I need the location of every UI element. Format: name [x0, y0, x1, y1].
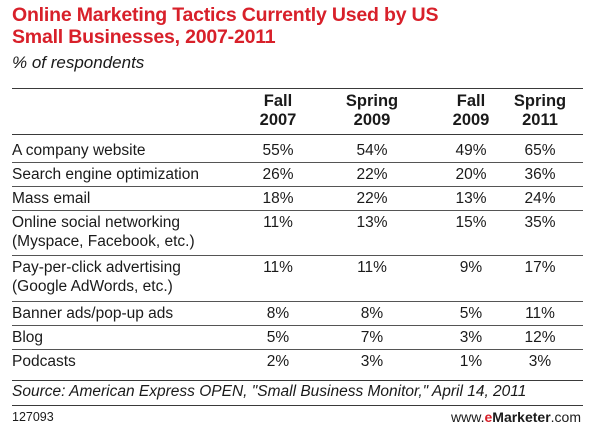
table-cell: 18% — [262, 190, 294, 207]
table-cell: 1% — [459, 353, 483, 370]
table-cell: 26% — [262, 166, 294, 183]
table-cell: 65% — [524, 142, 556, 159]
table-cell: 5% — [266, 329, 290, 346]
row-label: Mass email — [12, 189, 242, 208]
row-label: Pay-per-click advertising (Google AdWords… — [12, 258, 242, 296]
row-divider — [12, 210, 583, 211]
row-divider — [12, 301, 583, 302]
row-divider — [12, 349, 583, 350]
row-label-line: Podcasts — [12, 353, 76, 370]
row-label: Podcasts — [12, 352, 242, 371]
table-cell: 5% — [459, 305, 483, 322]
row-label-line: Pay-per-click advertising — [12, 259, 181, 276]
table-cell: 8% — [266, 305, 290, 322]
table-cell: 11% — [357, 259, 387, 276]
column-header-line-1: Spring — [345, 92, 399, 110]
table-cell: 20% — [455, 166, 487, 183]
column-header: Spring 2011 — [490, 92, 590, 130]
row-label: Banner ads/pop-up ads — [12, 304, 242, 323]
top-rule — [12, 88, 583, 89]
source-note: Source: American Express OPEN, "Small Bu… — [12, 383, 527, 400]
row-divider — [12, 325, 583, 326]
table-cell: 55% — [262, 142, 294, 159]
table-cell: 15% — [455, 214, 487, 231]
chart-title-line-2: Small Businesses, 2007-2011 — [12, 26, 276, 48]
table-cell: 11% — [525, 305, 555, 322]
chart-title: Online Marketing Tactics Currently Used … — [12, 4, 587, 48]
row-label-line: (Google AdWords, etc.) — [12, 278, 173, 295]
brand-suffix: .com — [550, 409, 581, 425]
row-label: Search engine optimization — [12, 165, 242, 184]
table-cell: 35% — [524, 214, 556, 231]
column-header: Spring 2009 — [322, 92, 422, 130]
row-label-line: Blog — [12, 329, 44, 346]
row-label: Online social networking (Myspace, Facebo… — [12, 213, 242, 251]
row-label-line: Banner ads/pop-up ads — [12, 305, 174, 322]
table-cell: 7% — [360, 329, 384, 346]
table-cell: 22% — [356, 190, 388, 207]
footer-rule — [12, 405, 583, 406]
column-header: Fall 2009 — [421, 92, 521, 130]
row-divider — [12, 255, 583, 256]
brand-link[interactable]: www.eMarketer.com — [451, 409, 581, 425]
table-cell: 54% — [356, 142, 388, 159]
chart-subtitle: % of respondents — [12, 53, 145, 72]
column-header-line-2: 2009 — [452, 111, 490, 129]
table-cell: 49% — [455, 142, 487, 159]
row-label: A company website — [12, 141, 242, 160]
row-divider — [12, 186, 583, 187]
table-cell: 11% — [263, 259, 293, 276]
row-label-line: A company website — [12, 142, 146, 159]
brand-e: e — [484, 409, 493, 425]
column-header-line-2: 2011 — [522, 111, 558, 129]
table-cell: 9% — [459, 259, 483, 276]
column-header-line-1: Fall — [456, 92, 486, 110]
row-label-line: Mass email — [12, 190, 91, 207]
table-cell: 22% — [356, 166, 388, 183]
column-header: Fall 2007 — [228, 92, 328, 130]
row-label: Blog — [12, 328, 242, 347]
brand-name: Marketer — [492, 409, 551, 425]
table-cell: 12% — [524, 329, 556, 346]
brand-prefix: www. — [451, 409, 485, 425]
table-cell: 8% — [360, 305, 384, 322]
row-label-line: Search engine optimization — [12, 166, 199, 183]
table-cell: 2% — [266, 353, 290, 370]
table-cell: 3% — [360, 353, 384, 370]
column-header-line-1: Fall — [263, 92, 293, 110]
table-cell: 3% — [528, 353, 552, 370]
table-cell: 13% — [356, 214, 388, 231]
table-cell: 13% — [455, 190, 487, 207]
chart-id: 127093 — [12, 410, 54, 424]
row-divider — [12, 162, 583, 163]
chart-title-line-1: Online Marketing Tactics Currently Used … — [12, 4, 439, 26]
table-cell: 3% — [459, 329, 483, 346]
row-label-line: Online social networking — [12, 214, 181, 231]
table-cell: 17% — [524, 259, 556, 276]
table-cell: 36% — [524, 166, 556, 183]
source-rule — [12, 380, 583, 381]
table-cell: 11% — [263, 214, 293, 231]
column-header-line-2: 2007 — [259, 111, 297, 129]
header-rule — [12, 134, 583, 135]
column-header-line-1: Spring — [513, 92, 567, 110]
row-label-line: (Myspace, Facebook, etc.) — [12, 233, 195, 250]
column-header-line-2: 2009 — [353, 111, 391, 129]
table-cell: 24% — [524, 190, 556, 207]
